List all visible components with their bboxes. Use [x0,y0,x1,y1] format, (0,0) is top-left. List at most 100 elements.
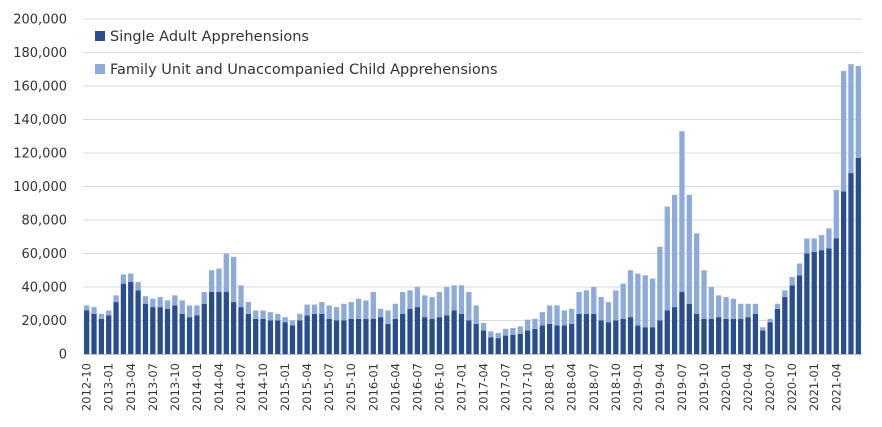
bar-single-adult [98,318,105,354]
bar-family-unit [392,303,398,319]
bar-family-unit [818,235,825,251]
bar-single-adult [201,303,207,354]
bar-single-adult [106,315,112,354]
bar-family-unit [91,307,97,314]
bar-single-adult [495,338,501,354]
x-tick-label: 2013-04 [124,363,138,411]
x-tick-label: 2021-04 [829,363,843,411]
bar-single-adult [157,307,163,354]
bar-single-adult [135,290,141,354]
bar-single-adult [304,315,310,354]
bar-family-unit [627,270,634,318]
y-tick-label: 180,000 [13,46,67,61]
bar-family-unit [458,285,465,314]
bar-family-unit [407,290,413,309]
bar-single-adult [686,303,692,354]
bar-family-unit [201,292,207,304]
bar-family-unit [260,310,266,319]
bar-single-adult [811,251,817,354]
bar-single-adult [569,323,575,354]
y-tick-label: 0 [59,348,67,363]
bar-single-adult [113,302,119,354]
bar-family-unit [223,253,229,293]
bar-family-unit [451,285,457,311]
bar-single-adult [216,292,222,354]
bar-single-adult [392,318,398,354]
y-tick-label: 40,000 [22,281,68,296]
bar-family-unit [84,305,90,311]
x-tick-label: 2013-01 [102,363,116,411]
bar-single-adult [855,158,861,354]
bar-family-unit [811,238,817,252]
bar-family-unit [679,131,685,293]
x-tick-label: 2013-10 [168,363,182,411]
bar-single-adult [451,310,457,354]
bar-single-adult [804,253,810,354]
bar-single-adult [436,317,443,354]
y-tick-label: 120,000 [13,147,67,162]
bar-family-unit [414,287,421,308]
bar-family-unit [738,303,744,319]
bar-family-unit [275,313,281,321]
bar-single-adult [554,325,560,354]
bar-single-adult [583,313,590,354]
bar-single-adult [223,292,229,354]
x-tick-label: 2020-07 [763,363,777,411]
bar-family-unit [767,318,773,323]
bar-single-adult [311,313,318,354]
bar-family-unit [539,312,545,326]
bar-single-adult [671,307,678,354]
bar-family-unit [208,270,215,293]
bar-family-unit [635,273,641,326]
bar-family-unit [745,303,751,318]
bar-family-unit [524,319,531,331]
bar-single-adult [591,313,597,354]
x-tick-label: 2019-04 [653,363,667,411]
bar-family-unit [319,302,325,314]
bar-family-unit [517,326,523,334]
bar-single-adult [267,320,274,354]
y-tick-label: 160,000 [13,80,67,95]
bar-single-adult [84,310,90,354]
bar-single-adult [796,275,803,354]
bar-family-unit [370,292,376,319]
bar-single-adult [370,318,376,354]
bar-family-unit [422,295,428,318]
bar-single-adult [730,318,737,354]
bar-family-unit [855,65,861,159]
bar-single-adult [649,327,656,354]
bar-single-adult [701,318,707,354]
bar-family-unit [642,275,648,328]
bar-single-adult [767,322,773,354]
x-tick-label: 2017-10 [521,363,535,411]
x-tick-label: 2017-07 [499,363,513,411]
bar-family-unit [157,297,163,308]
bar-single-adult [657,320,663,354]
bar-single-adult [429,318,435,354]
bar-single-adult [444,315,450,354]
bar-single-adult [694,313,700,354]
bar-family-unit [657,246,663,321]
x-tick-label: 2018-04 [565,363,579,411]
bar-single-adult [377,317,384,354]
x-tick-label: 2021-01 [807,363,821,411]
bar-family-unit [716,295,722,318]
bar-single-adult [91,313,97,354]
bar-single-adult [480,330,487,354]
bar-family-unit [510,328,516,335]
bar-family-unit [833,189,839,239]
bar-family-unit [164,300,171,309]
bar-family-unit [245,302,251,314]
bar-single-adult [319,313,325,354]
bar-family-unit [172,295,178,306]
bar-family-unit [179,300,185,314]
x-tick-label: 2018-10 [609,363,623,411]
bar-family-unit [701,270,707,319]
x-tick-label: 2016-10 [432,363,446,411]
bar-family-unit [253,310,259,319]
bar-family-unit [289,320,296,326]
bar-single-adult [363,318,369,354]
bar-single-adult [789,285,795,354]
bar-family-unit [569,308,575,324]
bar-single-adult [282,322,288,354]
